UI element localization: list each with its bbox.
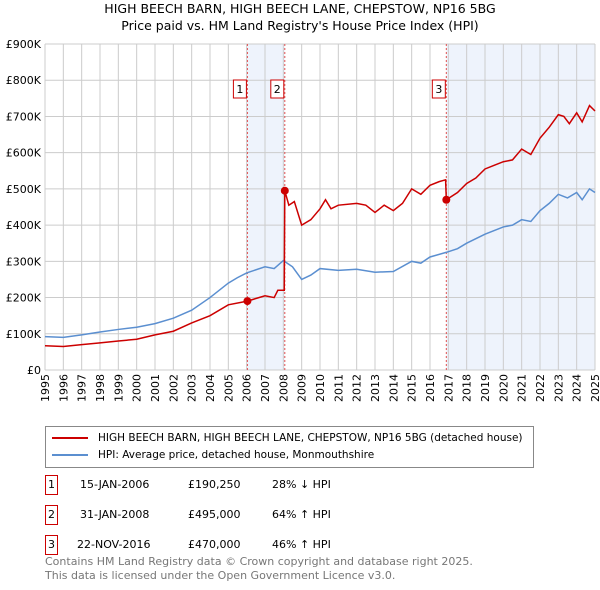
transaction-number-badge: 3 <box>45 535 58 555</box>
x-tick-label: 2003 <box>186 374 199 402</box>
x-tick-label: 2025 <box>589 374 600 402</box>
sale-label-box <box>270 79 285 99</box>
x-tick-label: 2019 <box>479 374 492 402</box>
x-tick-label: 2004 <box>204 374 217 402</box>
y-tick-label: £700K <box>6 110 42 123</box>
transaction-row: 3 22-NOV-2016 £470,000 46% ↑ HPI <box>45 535 445 555</box>
chart-subtitle: Price paid vs. HM Land Registry's House … <box>121 18 479 33</box>
y-tick-label: £200K <box>6 292 42 305</box>
x-tick-label: 1998 <box>94 374 107 402</box>
legend-item-property: HIGH BEECH BARN, HIGH BEECH LANE, CHEPST… <box>52 431 523 445</box>
x-tick-label: 2001 <box>149 374 162 402</box>
x-tick-label: 2022 <box>534 374 547 402</box>
hpi-line <box>44 187 596 339</box>
footer-line: Contains HM Land Registry data © Crown c… <box>45 555 473 568</box>
sale-point <box>243 297 252 306</box>
x-tick-label: 2020 <box>497 374 510 402</box>
sale-label: 1 <box>236 83 243 96</box>
transaction-date: 22-NOV-2016 <box>77 538 151 551</box>
legend-label: HPI: Average price, detached house, Monm… <box>98 449 375 461</box>
x-tick-label: 2023 <box>552 374 565 402</box>
shaded-period <box>446 44 595 370</box>
y-tick-label: £300K <box>6 255 42 268</box>
transaction-price: £190,250 <box>188 478 241 491</box>
transaction-date: 31-JAN-2008 <box>80 508 150 521</box>
legend-item-hpi: HPI: Average price, detached house, Monm… <box>52 448 374 462</box>
x-tick-label: 2017 <box>442 374 455 402</box>
transaction-number-badge: 1 <box>45 475 58 495</box>
x-tick-label: 2018 <box>461 374 474 402</box>
x-tick-label: 2012 <box>351 374 364 402</box>
blue-line-swatch <box>52 454 88 456</box>
sale-point <box>280 186 289 195</box>
x-tick-label: 1995 <box>39 374 52 402</box>
y-tick-label: £400K <box>6 219 42 232</box>
footer: Contains HM Land Registry data © Crown c… <box>45 555 473 583</box>
x-tick-label: 2000 <box>131 374 144 402</box>
x-tick-label: 2009 <box>296 374 309 402</box>
sale-label: 2 <box>274 83 281 96</box>
x-tick-label: 2016 <box>424 374 437 402</box>
y-tick-label: £0 <box>27 364 41 377</box>
transaction-hpi-diff: 64% ↑ HPI <box>272 508 331 521</box>
x-tick-label: 2005 <box>222 374 235 402</box>
y-tick-label: £600K <box>6 147 42 160</box>
x-tick-label: 1999 <box>112 374 125 402</box>
y-tick-label: £800K <box>6 74 42 87</box>
transaction-price: £495,000 <box>188 508 241 521</box>
x-tick-label: 2021 <box>516 374 529 402</box>
legend-label: HIGH BEECH BARN, HIGH BEECH LANE, CHEPST… <box>98 432 523 444</box>
transaction-hpi-diff: 28% ↓ HPI <box>272 478 331 491</box>
sale-label-box <box>232 79 247 99</box>
footer-line: This data is licensed under the Open Gov… <box>45 569 396 582</box>
x-tick-label: 2007 <box>259 374 272 402</box>
transaction-number-badge: 2 <box>45 505 58 525</box>
sale-point <box>442 195 451 204</box>
x-tick-label: 2011 <box>332 374 345 402</box>
sale-label: 3 <box>435 83 442 96</box>
x-tick-label: 1997 <box>76 374 89 402</box>
x-tick-label: 2006 <box>241 374 254 402</box>
sale-label-box <box>431 79 446 99</box>
transaction-row: 2 31-JAN-2008 £495,000 64% ↑ HPI <box>45 505 445 525</box>
transaction-row: 1 15-JAN-2006 £190,250 28% ↓ HPI <box>45 475 445 495</box>
transaction-date: 15-JAN-2006 <box>80 478 150 491</box>
transaction-price: £470,000 <box>188 538 241 551</box>
x-tick-label: 2008 <box>277 374 290 402</box>
price-chart: 1995 1996 1997 1998 1999 2000 2001 2002 2003 2004… <box>6 38 600 402</box>
x-tick-label: 2014 <box>387 374 400 402</box>
legend: HIGH BEECH BARN, HIGH BEECH LANE, CHEPST… <box>45 426 534 468</box>
transaction-hpi-diff: 46% ↑ HPI <box>272 538 331 551</box>
chart-title: HIGH BEECH BARN, HIGH BEECH LANE, CHEPST… <box>104 1 496 16</box>
x-tick-label: 2013 <box>369 374 382 402</box>
y-tick-label: £500K <box>6 183 42 196</box>
red-line-swatch <box>52 437 88 439</box>
y-tick-label: £100K <box>6 328 42 341</box>
y-tick-label: £900K <box>6 38 42 51</box>
x-tick-label: 2015 <box>406 374 419 402</box>
x-tick-label: 1996 <box>57 374 70 402</box>
x-tick-label: 2010 <box>314 374 327 402</box>
x-tick-label: 2024 <box>571 374 584 402</box>
property-price-line <box>44 104 596 348</box>
x-tick-label: 2002 <box>167 374 180 402</box>
